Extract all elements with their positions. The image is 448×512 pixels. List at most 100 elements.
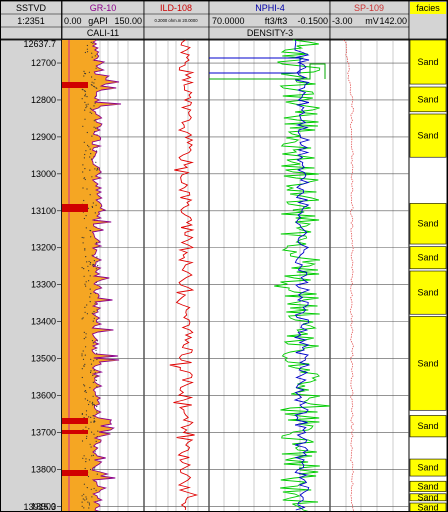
gr-dot [83,507,85,509]
gr-dot [96,358,98,361]
gr-dot [84,93,87,95]
facies-label: Sand [417,57,438,67]
gr-dot [92,42,94,44]
gr-dot [83,237,85,239]
facies-label: Sand [417,219,438,229]
ild-track-header[interactable]: ILD-108 0.2000 ohm.m 20.0000 [143,0,210,40]
sp-track[interactable] [343,39,354,512]
gr-dot [91,52,93,54]
gr-dot [90,371,92,374]
gr-dot [81,353,83,355]
gr-dot [89,156,91,158]
gr-dot [95,268,97,270]
facies-block[interactable] [409,493,447,502]
facies-block[interactable] [409,113,447,158]
gr-dot [81,376,83,379]
gr-dot [81,236,83,239]
facies-block[interactable] [409,415,447,438]
gr-dot [92,381,94,383]
gr-dot [89,301,91,303]
gr-track[interactable] [62,39,122,512]
gr-dot [94,55,96,57]
facies-block[interactable] [409,480,447,492]
gr-dot [84,95,86,97]
nphi-track-header[interactable]: NPHI-4 70.0000 ft3/ft3 -0.1500 DENSITY-3 [208,0,331,40]
nphi-curve-name: NPHI-4 [255,3,285,13]
gr-dot [96,256,98,258]
gr-dot [90,236,92,238]
gr-dot [84,311,86,313]
gr-dot [86,96,88,98]
gr-dot [91,135,93,137]
gr-dot [85,285,87,287]
density-curve [274,39,330,512]
gr-dot [94,78,96,81]
gr-dot [91,402,93,405]
gr-dot [91,431,93,433]
gr-dot [93,86,96,88]
gr-dot [85,458,87,460]
depth-tick-label: 13500 [31,354,56,364]
gr-dot [95,161,97,163]
nphi-density-track[interactable] [209,39,330,512]
gr-dot [92,454,94,456]
facies-block[interactable] [409,458,447,477]
gr-dot [81,495,83,497]
gr-dot [82,457,84,459]
gr-dot [86,304,88,306]
facies-track[interactable]: SandSandSandSandSandSandSandSandSandSand… [409,39,447,512]
gr-dot [88,428,90,430]
sp-track-header[interactable]: SP-109 -3.00 mV 142.00 [329,0,410,40]
gr-dot [92,202,94,204]
facies-block[interactable] [409,270,447,315]
gr-dot [93,360,95,362]
gr-track-header[interactable]: GR-10 0.00 gAPI 150.00 CALI-11 [61,0,145,40]
gr-dot [94,451,96,453]
depth-tick-label: 13900 [31,501,56,511]
gr-dot [86,487,88,489]
facies-label: Sand [417,481,438,491]
facies-block[interactable] [409,246,447,270]
depth-header[interactable]: SSTVD 1:2351 [0,0,62,40]
facies-block[interactable] [409,39,447,85]
ild-track[interactable] [169,39,199,511]
facies-label: Sand [417,131,438,141]
gr-dot [93,120,95,122]
facies-block[interactable] [409,203,447,245]
gr-dot [88,71,90,73]
gr-dot [95,204,97,206]
facies-label: Sand [417,463,438,473]
gr-dot [88,280,90,282]
gr-dot [84,51,86,54]
gr-dot [83,75,85,77]
gr-dot [93,468,95,470]
depth-top-label: 12637.7 [23,39,56,49]
facies-block[interactable] [409,316,447,411]
gr-dot [93,417,95,419]
gr-dot [85,461,87,463]
gr-min: 0.00 [64,16,82,26]
facies-label: Sand [417,94,438,104]
facies-block[interactable] [409,86,447,113]
gr-dot [94,303,96,305]
depth-tick-label: 12800 [31,95,56,105]
gr-dot [89,468,92,471]
gr-dot [85,410,88,412]
gr-dot [90,363,93,365]
facies-label: Sand [417,503,438,512]
gr-dot [82,242,84,244]
gr-dot [85,426,87,428]
facies-label: Sand [417,358,438,368]
depth-track[interactable]: 12637.7 13915.3 12700 12800 12900 13000 1310… [0,39,62,512]
gr-dot [84,249,86,251]
gr-dot [91,176,93,178]
gr-dot [82,350,84,352]
facies-block[interactable] [409,502,447,512]
gr-dot [81,413,83,415]
facies-track-header[interactable]: facies [408,0,448,40]
gr-dot [85,215,87,217]
gr-dot [87,475,90,478]
gr-dot [89,401,91,403]
gr-dot [93,487,95,490]
gr-dot [90,293,92,295]
